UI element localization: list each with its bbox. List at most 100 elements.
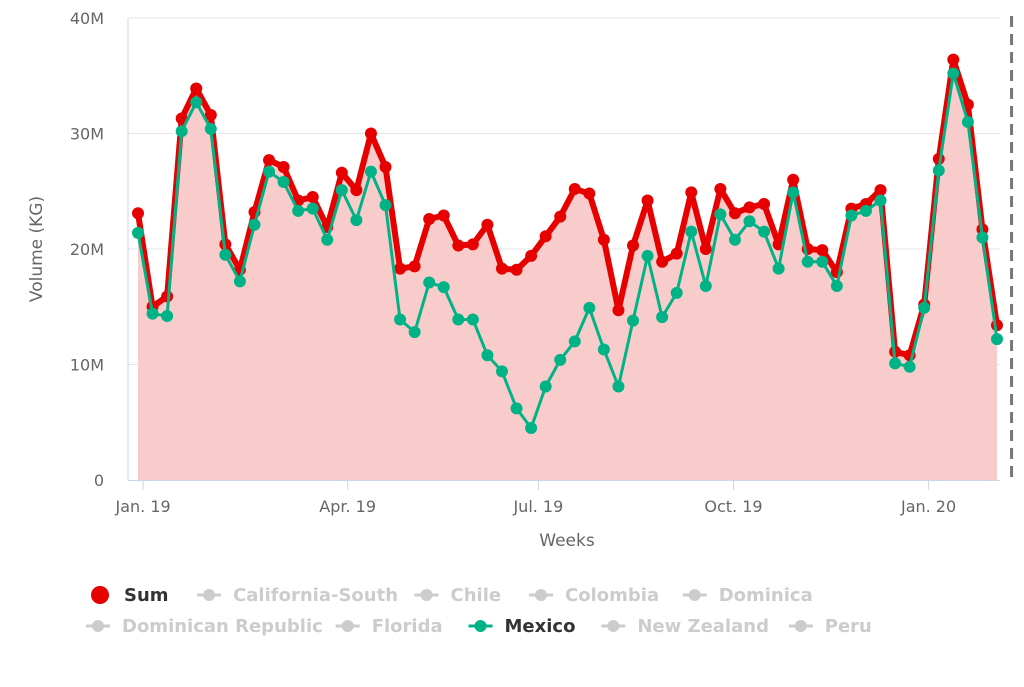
sum-point[interactable] [539, 230, 552, 243]
mexico-point[interactable] [437, 281, 450, 294]
mexico-point[interactable] [743, 215, 756, 228]
legend-item-peru[interactable]: Peru [788, 616, 872, 637]
sum-point[interactable] [466, 238, 479, 251]
mexico-point[interactable] [889, 357, 902, 370]
sum-point[interactable] [641, 194, 654, 207]
mexico-point[interactable] [903, 360, 916, 373]
mexico-point[interactable] [787, 186, 800, 199]
mexico-point[interactable] [233, 275, 246, 288]
sum-point[interactable] [132, 207, 144, 220]
mexico-point[interactable] [248, 218, 261, 231]
legend-item-new-zealand[interactable]: New Zealand [601, 616, 769, 637]
sum-point[interactable] [525, 249, 538, 262]
mexico-point[interactable] [335, 184, 348, 197]
mexico-point[interactable] [947, 67, 960, 80]
mexico-point[interactable] [394, 313, 407, 326]
sum-point[interactable] [350, 184, 363, 197]
sum-point[interactable] [379, 160, 392, 173]
mexico-point[interactable] [961, 115, 974, 128]
mexico-point[interactable] [714, 208, 727, 221]
sum-point[interactable] [583, 187, 596, 200]
sum-point[interactable] [627, 239, 640, 252]
mexico-point[interactable] [845, 209, 858, 222]
mexico-point[interactable] [670, 286, 683, 299]
sum-point[interactable] [787, 173, 800, 186]
mexico-point[interactable] [859, 204, 872, 217]
legend-item-florida[interactable]: Florida [335, 616, 443, 637]
mexico-point[interactable] [874, 194, 887, 207]
mexico-point[interactable] [292, 204, 305, 217]
mexico-point[interactable] [830, 279, 843, 292]
sum-point[interactable] [263, 154, 276, 167]
mexico-point[interactable] [350, 214, 363, 227]
mexico-point[interactable] [583, 301, 596, 314]
mexico-point[interactable] [525, 422, 538, 435]
mexico-point[interactable] [219, 248, 232, 261]
sum-point[interactable] [510, 263, 523, 276]
mexico-point[interactable] [321, 233, 334, 246]
sum-point[interactable] [816, 244, 829, 257]
sum-point[interactable] [437, 209, 450, 222]
sum-point[interactable] [656, 255, 669, 268]
sum-point[interactable] [612, 304, 625, 317]
mexico-point[interactable] [364, 165, 377, 178]
mexico-point[interactable] [161, 309, 174, 322]
mexico-point[interactable] [263, 165, 276, 178]
sum-point[interactable] [568, 182, 581, 195]
sum-point[interactable] [947, 53, 960, 66]
mexico-point[interactable] [466, 313, 479, 326]
mexico-point[interactable] [495, 365, 508, 378]
mexico-point[interactable] [510, 402, 523, 415]
sum-point[interactable] [714, 182, 727, 195]
sum-point[interactable] [306, 191, 319, 204]
mexico-point[interactable] [423, 276, 436, 289]
mexico-point[interactable] [816, 255, 829, 268]
mexico-point[interactable] [452, 313, 465, 326]
mexico-point[interactable] [976, 231, 989, 244]
mexico-point[interactable] [627, 314, 640, 327]
mexico-point[interactable] [306, 202, 319, 215]
sum-point[interactable] [743, 201, 756, 214]
sum-point[interactable] [364, 127, 377, 140]
legend-item-mexico[interactable]: Mexico [468, 616, 576, 637]
sum-point[interactable] [175, 112, 188, 125]
sum-point[interactable] [452, 239, 465, 252]
sum-point[interactable] [597, 233, 610, 246]
sum-point[interactable] [335, 166, 348, 179]
mexico-point[interactable] [597, 343, 610, 356]
mexico-point[interactable] [685, 225, 698, 238]
mexico-point[interactable] [408, 326, 421, 339]
sum-point[interactable] [408, 260, 421, 273]
mexico-point[interactable] [932, 164, 945, 177]
mexico-point[interactable] [699, 279, 712, 292]
mexico-point[interactable] [772, 262, 785, 275]
legend-item-colombia[interactable]: Colombia [529, 585, 659, 606]
mexico-point[interactable] [801, 255, 814, 268]
sum-point[interactable] [874, 184, 887, 197]
sum-point[interactable] [190, 82, 203, 95]
mexico-point[interactable] [146, 307, 159, 320]
mexico-point[interactable] [204, 122, 217, 135]
sum-point[interactable] [554, 210, 567, 223]
mexico-point[interactable] [728, 233, 741, 246]
sum-point[interactable] [728, 207, 741, 220]
legend-item-sum[interactable]: Sum [91, 585, 169, 606]
legend-item-california-south[interactable]: California-South [197, 585, 398, 606]
sum-point[interactable] [670, 247, 683, 260]
sum-point[interactable] [277, 160, 290, 173]
sum-point[interactable] [423, 212, 436, 225]
mexico-point[interactable] [190, 96, 203, 109]
sum-point[interactable] [758, 197, 771, 210]
sum-point[interactable] [481, 218, 494, 231]
mexico-point[interactable] [918, 301, 931, 314]
mexico-point[interactable] [641, 249, 654, 262]
mexico-point[interactable] [277, 176, 290, 189]
mexico-point[interactable] [539, 380, 552, 393]
mexico-point[interactable] [481, 349, 494, 362]
legend-item-chile[interactable]: Chile [414, 585, 502, 606]
mexico-point[interactable] [554, 353, 567, 366]
legend-item-dominica[interactable]: Dominica [682, 585, 813, 606]
mexico-point[interactable] [991, 333, 1003, 346]
sum-point[interactable] [394, 262, 407, 275]
mexico-point[interactable] [568, 335, 581, 348]
